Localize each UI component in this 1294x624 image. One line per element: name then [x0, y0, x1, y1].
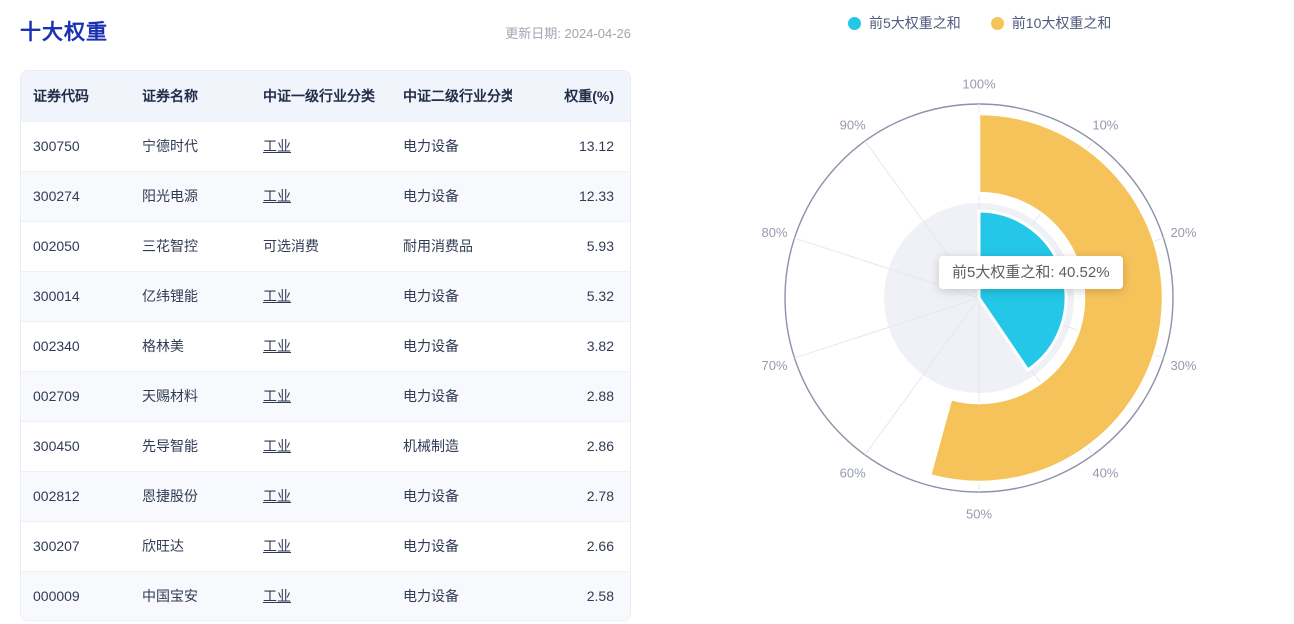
- industry-l1-link[interactable]: 工业: [263, 188, 291, 204]
- angle-axis-label: 50%: [966, 507, 992, 522]
- cell-industry-l2: 电力设备: [391, 270, 512, 321]
- cell-name: 阳光电源: [130, 170, 251, 221]
- cell-code: 300750: [21, 120, 130, 171]
- cell-name: 欣旺达: [130, 520, 251, 571]
- chart-legend: 前5大权重之和 前10大权重之和: [848, 13, 1111, 33]
- cell-name: 天赐材料: [130, 370, 251, 421]
- industry-l1-link[interactable]: 工业: [263, 338, 291, 354]
- cell-name: 中国宝安: [130, 570, 251, 620]
- angle-axis-label: 70%: [762, 358, 788, 373]
- page-title: 十大权重: [20, 21, 108, 44]
- table-row: 300014 亿纬锂能 工业 电力设备 5.32: [21, 270, 630, 321]
- industry-l1-link[interactable]: 工业: [263, 138, 291, 154]
- cell-industry-l2: 电力设备: [391, 370, 512, 421]
- cell-industry-l2: 电力设备: [391, 170, 512, 221]
- column-header: 证券代码: [21, 71, 130, 121]
- angle-axis-label: 40%: [1092, 465, 1118, 480]
- cell-industry-l1: 可选消费: [251, 220, 391, 271]
- table-row: 300274 阳光电源 工业 电力设备 12.33: [21, 170, 630, 221]
- cell-code: 300207: [21, 520, 130, 571]
- angle-axis-label: 20%: [1170, 225, 1196, 240]
- cell-code: 000009: [21, 570, 130, 620]
- table-row: 002709 天赐材料 工业 电力设备 2.88: [21, 370, 630, 421]
- cell-code: 300274: [21, 170, 130, 221]
- cell-code: 002812: [21, 470, 130, 521]
- table-row: 002050 三花智控 可选消费 耐用消费品 5.93: [21, 220, 630, 271]
- cell-weight: 2.66: [512, 520, 630, 571]
- cell-industry-l2: 电力设备: [391, 320, 512, 371]
- cell-weight: 2.88: [512, 370, 630, 421]
- cell-weight: 12.33: [512, 170, 630, 221]
- cell-industry-l1[interactable]: 工业: [251, 320, 391, 371]
- legend-label: 前10大权重之和: [1011, 15, 1112, 31]
- polar-spoke: [864, 297, 980, 456]
- table-row: 000009 中国宝安 工业 电力设备 2.58: [21, 570, 630, 620]
- industry-l1-link[interactable]: 工业: [263, 388, 291, 404]
- angle-axis-label: 80%: [762, 225, 788, 240]
- angle-axis-label: 100%: [962, 77, 996, 92]
- cell-code: 002709: [21, 370, 130, 421]
- cell-weight: 5.32: [512, 270, 630, 321]
- cell-weight: 2.78: [512, 470, 630, 521]
- column-header: 权重(%): [512, 71, 630, 121]
- cell-weight: 5.93: [512, 220, 630, 271]
- cell-name: 先导智能: [130, 420, 251, 471]
- cell-name: 恩捷股份: [130, 470, 251, 521]
- cell-industry-l1[interactable]: 工业: [251, 170, 391, 221]
- column-header: 中证二级行业分类: [391, 71, 512, 121]
- cell-weight: 2.58: [512, 570, 630, 620]
- table-header: 证券代码 证券名称 中证一级行业分类 中证二级行业分类 权重(%): [21, 71, 630, 121]
- cell-industry-l1[interactable]: 工业: [251, 470, 391, 521]
- cell-name: 三花智控: [130, 220, 251, 271]
- industry-l1-link[interactable]: 工业: [263, 288, 291, 304]
- angle-axis-label: 30%: [1170, 358, 1196, 373]
- cell-weight: 3.82: [512, 320, 630, 371]
- table-row: 002340 格林美 工业 电力设备 3.82: [21, 320, 630, 371]
- cell-industry-l1[interactable]: 工业: [251, 570, 391, 620]
- cell-industry-l1[interactable]: 工业: [251, 520, 391, 571]
- angle-axis-label: 90%: [840, 118, 866, 133]
- table-row: 300450 先导智能 工业 机械制造 2.86: [21, 420, 630, 471]
- legend-dot-top5-icon: [848, 16, 861, 30]
- column-header: 中证一级行业分类: [251, 71, 391, 121]
- table-row: 300750 宁德时代 工业 电力设备 13.12: [21, 120, 630, 171]
- legend-label: 前5大权重之和: [869, 15, 961, 31]
- angle-axis-label: 60%: [840, 465, 866, 480]
- legend-item-top10[interactable]: 前10大权重之和: [990, 13, 1112, 33]
- cell-industry-l2: 电力设备: [391, 120, 512, 171]
- angle-axis-label: 10%: [1092, 118, 1118, 133]
- cell-industry-l1[interactable]: 工业: [251, 370, 391, 421]
- chart-tooltip: 前5大权重之和: 40.52%: [939, 256, 1123, 289]
- cell-code: 002340: [21, 320, 130, 371]
- cell-code: 300450: [21, 420, 130, 471]
- cell-name: 亿纬锂能: [130, 270, 251, 321]
- update-date: 更新日期: 2024-04-26: [505, 26, 631, 41]
- cell-industry-l1[interactable]: 工业: [251, 420, 391, 471]
- industry-l1-link[interactable]: 工业: [263, 488, 291, 504]
- industry-l1-link[interactable]: 工业: [263, 538, 291, 554]
- cell-weight: 2.86: [512, 420, 630, 471]
- cell-industry-l2: 耐用消费品: [391, 220, 512, 271]
- cell-name: 宁德时代: [130, 120, 251, 171]
- industry-l1-link[interactable]: 工业: [263, 438, 291, 454]
- cell-industry-l2: 电力设备: [391, 470, 512, 521]
- cell-weight: 13.12: [512, 120, 630, 171]
- table-row: 002812 恩捷股份 工业 电力设备 2.78: [21, 470, 630, 521]
- cell-industry-l1[interactable]: 工业: [251, 270, 391, 321]
- cell-industry-l1[interactable]: 工业: [251, 120, 391, 171]
- weights-table: 证券代码 证券名称 中证一级行业分类 中证二级行业分类 权重(%) 300750 宁德时代…: [20, 70, 631, 621]
- legend-dot-top10-icon: [990, 16, 1004, 30]
- table-row: 300207 欣旺达 工业 电力设备 2.66: [21, 520, 630, 571]
- legend-item-top5[interactable]: 前5大权重之和: [848, 13, 961, 33]
- column-header: 证券名称: [130, 71, 251, 121]
- cell-code: 300014: [21, 270, 130, 321]
- cell-name: 格林美: [130, 320, 251, 371]
- polar-spoke: [794, 297, 980, 359]
- polar-weight-chart: 100% 10% 20% 30% 40% 50% 60% 70% 80% 90%: [719, 37, 1241, 559]
- cell-industry-l2: 机械制造: [391, 420, 512, 471]
- cell-industry-l2: 电力设备: [391, 520, 512, 571]
- cell-industry-l2: 电力设备: [391, 570, 512, 620]
- cell-code: 002050: [21, 220, 130, 271]
- industry-l1-link[interactable]: 工业: [263, 588, 291, 605]
